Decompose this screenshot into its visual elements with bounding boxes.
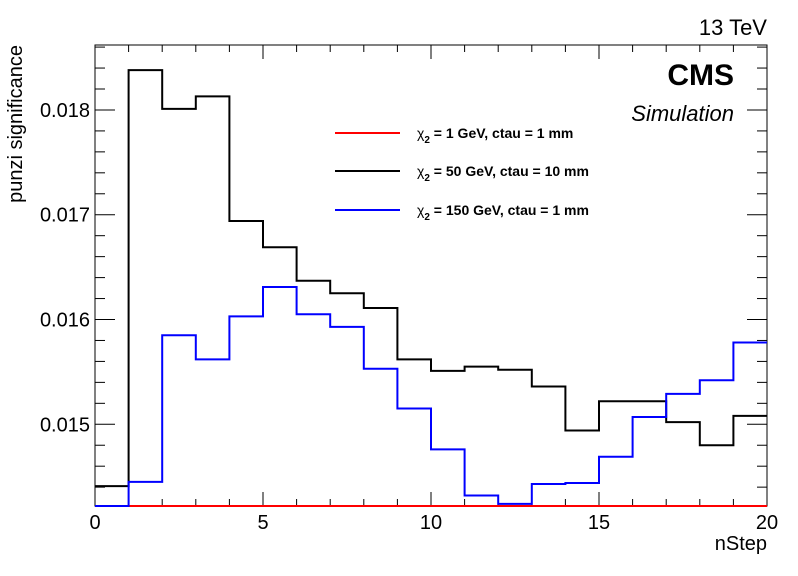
- x-tick-label: 0: [89, 512, 100, 534]
- legend: χ2 = 1 GeV, ctau = 1 mm χ2 = 50 GeV, ctau…: [335, 125, 589, 223]
- legend-label: χ2 = 50 GeV, ctau = 10 mm: [417, 163, 589, 184]
- cms-label: CMS: [667, 59, 734, 92]
- x-tick-label: 10: [420, 512, 442, 534]
- legend-label: χ2 = 150 GeV, ctau = 1 mm: [417, 202, 589, 223]
- energy-label: 13 TeV: [699, 15, 767, 40]
- legend-label: χ2 = 1 GeV, ctau = 1 mm: [417, 125, 573, 146]
- x-tick-label: 15: [588, 512, 610, 534]
- axis-ticks: [94, 45, 768, 506]
- series-layer: [95, 69, 767, 507]
- simulation-label: Simulation: [631, 101, 734, 126]
- y-tick-label: 0.016: [40, 310, 90, 332]
- y-tick-label: 0.015: [40, 414, 90, 436]
- tick-labels: 0 5 10 15 20 0.015 0.016 0.017 0.018: [40, 100, 778, 534]
- series-line-3: [95, 286, 767, 507]
- y-tick-label: 0.018: [40, 100, 90, 122]
- series-line-2: [95, 69, 767, 488]
- x-axis-title: nStep: [715, 533, 767, 555]
- y-tick-label: 0.017: [40, 205, 90, 227]
- x-tick-label: 5: [257, 512, 268, 534]
- y-axis-title: punzi significance: [5, 45, 27, 203]
- x-tick-label: 20: [756, 512, 778, 534]
